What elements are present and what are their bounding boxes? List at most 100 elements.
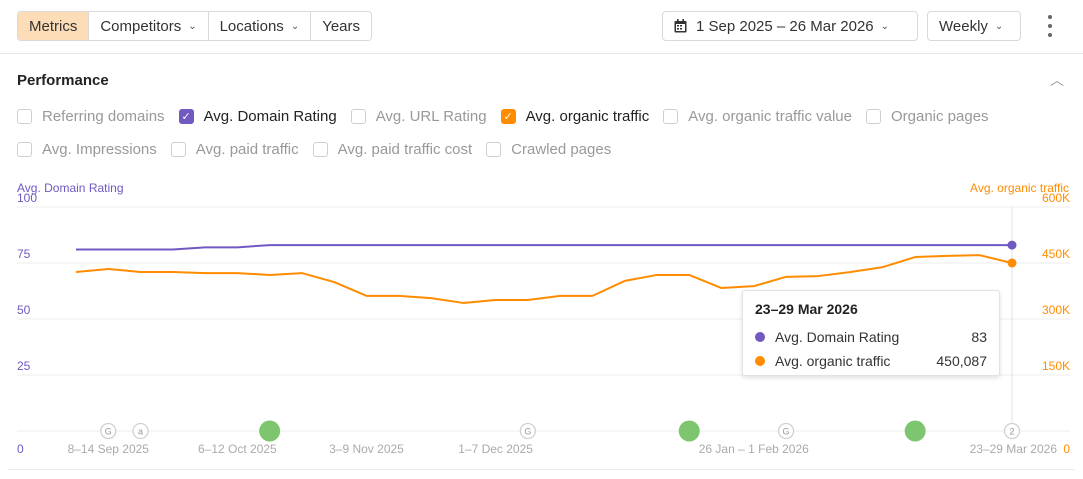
tab-metrics[interactable]: Metrics	[18, 12, 90, 40]
left-axis-title: Avg. Domain Rating	[17, 181, 124, 195]
marker-label: G	[105, 427, 112, 437]
interval-dropdown[interactable]: Weekly ⌄	[927, 11, 1021, 41]
tooltip-value: 450,087	[936, 353, 987, 369]
left-tick-label: 100	[17, 191, 37, 205]
google-update-marker[interactable]	[100, 422, 117, 440]
metric-checkbox[interactable]: Avg. URL Rating	[350, 108, 487, 125]
metric-checkbox[interactable]: ✓ Avg. Domain Rating	[178, 108, 337, 125]
chart-tooltip: 23–29 Mar 2026 Avg. Domain Rating 83 Avg.…	[742, 290, 1000, 376]
left-tick-label: 25	[17, 359, 31, 373]
series-line-organic-traffic	[75, 254, 1013, 304]
marker-label: 2	[1009, 427, 1014, 437]
competitors-dropdown[interactable]: Competitors ⌄	[89, 12, 209, 40]
metric-label: Avg. organic traffic value	[688, 108, 852, 125]
marker-label: G	[524, 427, 531, 437]
metric-checkbox[interactable]: Avg. Impressions	[17, 141, 157, 158]
metric-label: Avg. URL Rating	[375, 108, 487, 125]
checkbox-icon[interactable]	[350, 109, 366, 124]
checkbox-icon[interactable]	[170, 142, 186, 157]
calendar-icon	[674, 19, 687, 33]
checkbox-icon[interactable]	[663, 109, 679, 124]
marker-label: G	[783, 427, 790, 437]
tooltip-label: Avg. organic traffic	[775, 353, 891, 369]
metric-label: Avg. paid traffic cost	[337, 141, 473, 158]
tooltip-title: 23–29 Mar 2026	[755, 301, 858, 317]
event-marker[interactable]	[259, 420, 281, 442]
x-tick-label: 6–12 Oct 2025	[198, 442, 277, 456]
ahrefs-update-marker[interactable]	[132, 422, 149, 440]
chevron-down-icon: ⌄	[994, 20, 1004, 32]
x-tick-label: 23–29 Mar 2026	[970, 442, 1058, 456]
checkbox-icon[interactable]	[17, 142, 32, 157]
tab-label: Locations	[219, 17, 284, 35]
date-range-picker[interactable]: 1 Sep 2025 – 26 Mar 2026 ⌄	[662, 11, 918, 41]
left-tick-label: 50	[17, 303, 31, 317]
event-marker[interactable]	[904, 420, 926, 442]
data-point	[1007, 240, 1017, 250]
metric-checkbox[interactable]: Avg. paid traffic	[170, 141, 299, 158]
metric-label: Organic pages	[890, 108, 989, 125]
event-marker[interactable]	[678, 420, 700, 442]
x-tick-label: 26 Jan – 1 Feb 2026	[699, 442, 809, 456]
x-tick-label: 8–14 Sep 2025	[68, 442, 150, 456]
checkbox-icon[interactable]	[312, 142, 328, 157]
right-axis-title: Avg. organic traffic	[970, 181, 1069, 195]
checkbox-checked-icon[interactable]: ✓	[500, 109, 516, 124]
metric-checkbox[interactable]: Organic pages	[865, 108, 989, 125]
right-tick-label: 0	[1063, 442, 1070, 456]
chevron-down-icon: ⌄	[188, 20, 197, 32]
metric-row: Avg. Impressions Avg. paid traffic Avg. pa…	[17, 141, 625, 158]
x-tick-label: 3–9 Nov 2025	[329, 442, 404, 456]
metric-checkbox[interactable]: Referring domains	[17, 108, 165, 125]
right-tick-label: 150K	[1042, 359, 1070, 373]
metric-label: Avg. Impressions	[42, 141, 157, 158]
tooltip-label: Avg. Domain Rating	[775, 329, 900, 345]
google-update-marker[interactable]	[519, 422, 537, 440]
tooltip-value: 83	[971, 329, 987, 345]
series-line-domain-rating	[76, 244, 1012, 251]
marker-label: a	[138, 427, 143, 437]
metric-checkbox[interactable]: Avg. paid traffic cost	[312, 141, 473, 158]
metric-checkbox[interactable]: ✓ Avg. organic traffic	[500, 108, 650, 125]
toolbar: Metrics Competitors ⌄ Locations ⌄ Years	[17, 11, 373, 41]
metric-label: Avg. paid traffic	[195, 141, 299, 158]
metric-label: Crawled pages	[511, 141, 612, 158]
left-tick-label: 0	[17, 442, 24, 456]
tab-label: Metrics	[29, 17, 78, 35]
tab-years[interactable]: Years	[311, 12, 372, 40]
tooltip-row: Avg. organic traffic 450,087	[755, 349, 987, 373]
metric-row: Referring domains ✓ Avg. Domain Rating Avg.…	[17, 108, 1003, 125]
metric-label: Referring domains	[42, 108, 165, 125]
series-dot-icon	[755, 356, 765, 366]
tab-label: Competitors	[100, 17, 182, 35]
chevron-down-icon: ⌄	[290, 20, 300, 32]
metric-checkbox[interactable]: Avg. organic traffic value	[663, 108, 852, 125]
tab-label: Years	[322, 17, 361, 35]
checkbox-icon[interactable]	[865, 109, 881, 124]
right-tick-label: 450K	[1042, 247, 1070, 261]
date-range-label: 1 Sep 2025 – 26 Mar 2026	[696, 17, 874, 35]
checkbox-icon[interactable]	[17, 109, 32, 124]
checkbox-icon[interactable]	[486, 142, 502, 157]
divider	[0, 53, 1083, 54]
series-dot-icon	[755, 332, 765, 342]
kebab-icon[interactable]	[1045, 15, 1055, 37]
interval-label: Weekly	[939, 17, 988, 35]
checkbox-checked-icon[interactable]: ✓	[178, 109, 194, 124]
divider	[8, 469, 1075, 470]
left-tick-label: 75	[17, 247, 31, 261]
chevron-up-icon[interactable]: ︿	[1050, 72, 1064, 88]
right-tick-label: 300K	[1042, 303, 1070, 317]
metric-checkbox[interactable]: Crawled pages	[486, 141, 611, 158]
count-marker[interactable]	[1003, 422, 1021, 440]
google-update-marker[interactable]	[777, 422, 795, 440]
chevron-down-icon: ⌄	[880, 20, 890, 32]
locations-dropdown[interactable]: Locations ⌄	[208, 12, 312, 40]
tooltip-row: Avg. Domain Rating 83	[755, 325, 987, 349]
x-tick-label: 1–7 Dec 2025	[458, 442, 533, 456]
metric-label: Avg. Domain Rating	[203, 108, 337, 125]
metric-label: Avg. organic traffic	[525, 108, 650, 125]
view-segment: Metrics Competitors ⌄ Locations ⌄ Years	[17, 11, 373, 41]
right-tick-label: 600K	[1042, 191, 1070, 205]
